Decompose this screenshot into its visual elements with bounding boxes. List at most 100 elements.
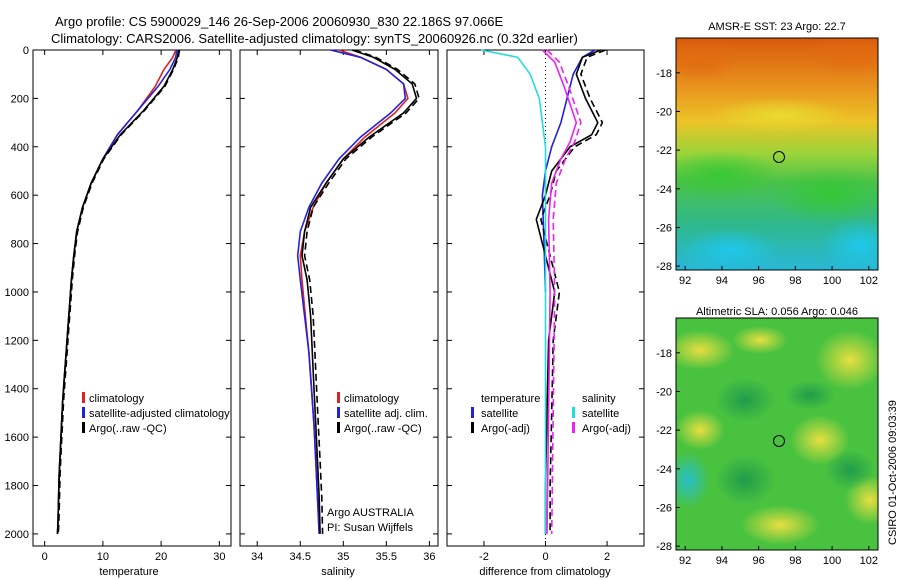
difference-xlabel: difference from climatology bbox=[479, 566, 611, 578]
x-tick-label: 0 bbox=[542, 551, 548, 563]
legend-swatch-satellite bbox=[82, 407, 85, 418]
legend-label-argo: Argo(..raw -QC) bbox=[344, 423, 422, 435]
map-y-tick-label: -22 bbox=[656, 145, 672, 157]
x-tick-label: 30 bbox=[213, 551, 225, 563]
map-x-tick-label: 100 bbox=[823, 275, 841, 287]
temperature-legend: climatology satellite-adjusted climatolo… bbox=[82, 392, 230, 435]
side-label: CSIRO 01-Oct-2006 09:03:39 bbox=[887, 400, 899, 545]
legend-swatch-climatology bbox=[337, 392, 340, 403]
x-tick-label: 35 bbox=[337, 551, 349, 563]
y-tick-label: 1000 bbox=[5, 287, 29, 299]
series-line-2-3 bbox=[541, 49, 578, 534]
map-axis-ticks: 92 94 96 98 100 102 -18 -20 -22 -24 -26 -28 92 94 96 98… bbox=[656, 68, 878, 567]
series-line-adj-1-2 bbox=[303, 49, 420, 534]
sla-map-title: Altimetric SLA: 0.056 Argo: 0.046 bbox=[696, 306, 858, 318]
series-line-adj-2-3 bbox=[546, 49, 582, 534]
sla-argo-marker bbox=[773, 435, 785, 447]
legend-swatch-satellite bbox=[337, 407, 340, 418]
profile-lines bbox=[56, 49, 606, 546]
series-line-0-2 bbox=[56, 49, 180, 534]
salinity-legend: climatology satellite adj. clim. Argo(..… bbox=[337, 392, 428, 435]
salinity-axes bbox=[239, 49, 439, 547]
sst-map-image bbox=[676, 38, 878, 270]
map-x-tick-label: 94 bbox=[716, 555, 728, 567]
legend-swatch-argo bbox=[337, 422, 340, 433]
annotation-pi: PI: Susan Wijffels bbox=[327, 522, 413, 534]
map-x-tick-label: 92 bbox=[679, 555, 691, 567]
figure-title-line2: Climatology: CARS2006. Satellite-adjuste… bbox=[51, 31, 578, 46]
y-tick-label: 600 bbox=[11, 190, 29, 202]
legend-swatch-argo bbox=[82, 422, 85, 433]
legend-swatch-temp-satellite bbox=[471, 407, 474, 418]
x-tick-label: 35.5 bbox=[376, 551, 397, 563]
sla-map-frame bbox=[675, 317, 879, 551]
map-y-tick-label: -24 bbox=[656, 184, 672, 196]
map-x-tick-label: 100 bbox=[823, 555, 841, 567]
x-tick-label: 36 bbox=[423, 551, 435, 563]
annotation-argo-australia: Argo AUSTRALIA bbox=[327, 507, 414, 519]
sst-map-title: AMSR-E SST: 23 Argo: 22.7 bbox=[708, 21, 846, 33]
legend-swatch-sal-satellite bbox=[572, 407, 575, 418]
map-x-tick-label: 98 bbox=[789, 555, 801, 567]
y-tick-label: 200 bbox=[11, 93, 29, 105]
x-tick-label: 2 bbox=[604, 551, 610, 563]
sst-map-frame bbox=[675, 37, 879, 271]
map-x-tick-label: 96 bbox=[753, 275, 765, 287]
series-line-2-2 bbox=[480, 49, 547, 534]
legend-label-satellite: satellite-adjusted climatology bbox=[89, 408, 230, 420]
salinity-xlabel: salinity bbox=[321, 566, 355, 578]
sst-argo-marker bbox=[773, 151, 785, 163]
temperature-axes bbox=[32, 49, 232, 547]
series-line-adj-2-1 bbox=[540, 49, 606, 534]
map-y-tick-label: -20 bbox=[656, 386, 672, 398]
series-line-1-1 bbox=[296, 49, 407, 534]
series-line-2-1 bbox=[535, 49, 602, 534]
x-tick-label: 20 bbox=[155, 551, 167, 563]
x-tick-label: 0 bbox=[42, 551, 48, 563]
legend-label-sal-satellite: satellite bbox=[582, 408, 619, 420]
x-tick-label: 34 bbox=[251, 551, 263, 563]
series-line-1-2 bbox=[301, 49, 418, 534]
y-tick-label: 2000 bbox=[5, 529, 29, 541]
map-x-tick-label: 102 bbox=[860, 555, 878, 567]
x-tick-label: 34.5 bbox=[290, 551, 311, 563]
x-tick-label: -2 bbox=[479, 551, 489, 563]
map-y-tick-label: -26 bbox=[656, 222, 672, 234]
y-tick-label: 400 bbox=[11, 142, 29, 154]
map-y-tick-label: -18 bbox=[656, 348, 672, 360]
series-line-0-1 bbox=[56, 49, 178, 534]
y-tick-label: 1800 bbox=[5, 481, 29, 493]
map-y-tick-label: -26 bbox=[656, 502, 672, 514]
legend-heading-salinity: salinity bbox=[582, 393, 616, 405]
legend-swatch-temp-argo bbox=[471, 422, 474, 433]
map-y-tick-label: -28 bbox=[656, 261, 672, 273]
difference-legend: temperature satellite Argo(-adj) salinit… bbox=[471, 393, 631, 435]
y-tick-label: 1400 bbox=[5, 384, 29, 396]
series-line-0-0 bbox=[56, 49, 177, 534]
axis-ticks: 0 10 20 30020040060080010001200140016001800… bbox=[5, 45, 644, 563]
map-x-tick-label: 102 bbox=[860, 275, 878, 287]
map-y-tick-label: -22 bbox=[656, 425, 672, 437]
y-tick-label: 0 bbox=[23, 45, 29, 57]
legend-label-climatology: climatology bbox=[89, 393, 145, 405]
legend-label-temp-satellite: satellite bbox=[481, 408, 518, 420]
figure-title-line1: Argo profile: CS 5900029_146 26-Sep-2006… bbox=[55, 14, 503, 29]
y-tick-label: 800 bbox=[11, 239, 29, 251]
legend-label-sal-argo: Argo(-adj) bbox=[582, 423, 631, 435]
x-tick-label: 10 bbox=[97, 551, 109, 563]
map-x-tick-label: 92 bbox=[679, 275, 691, 287]
map-y-tick-label: -24 bbox=[656, 464, 672, 476]
map-x-tick-label: 96 bbox=[753, 555, 765, 567]
series-line-2-0 bbox=[541, 49, 596, 293]
temperature-xlabel: temperature bbox=[99, 566, 158, 578]
map-y-tick-label: -18 bbox=[656, 68, 672, 80]
legend-swatch-climatology bbox=[82, 392, 85, 403]
legend-label-climatology: climatology bbox=[344, 393, 400, 405]
map-x-tick-label: 94 bbox=[716, 275, 728, 287]
map-y-tick-label: -28 bbox=[656, 541, 672, 553]
y-tick-label: 1600 bbox=[5, 432, 29, 444]
legend-label-temp-argo: Argo(-adj) bbox=[481, 423, 530, 435]
legend-swatch-sal-argo bbox=[572, 422, 575, 433]
series-line-adj-0-2 bbox=[57, 49, 181, 534]
